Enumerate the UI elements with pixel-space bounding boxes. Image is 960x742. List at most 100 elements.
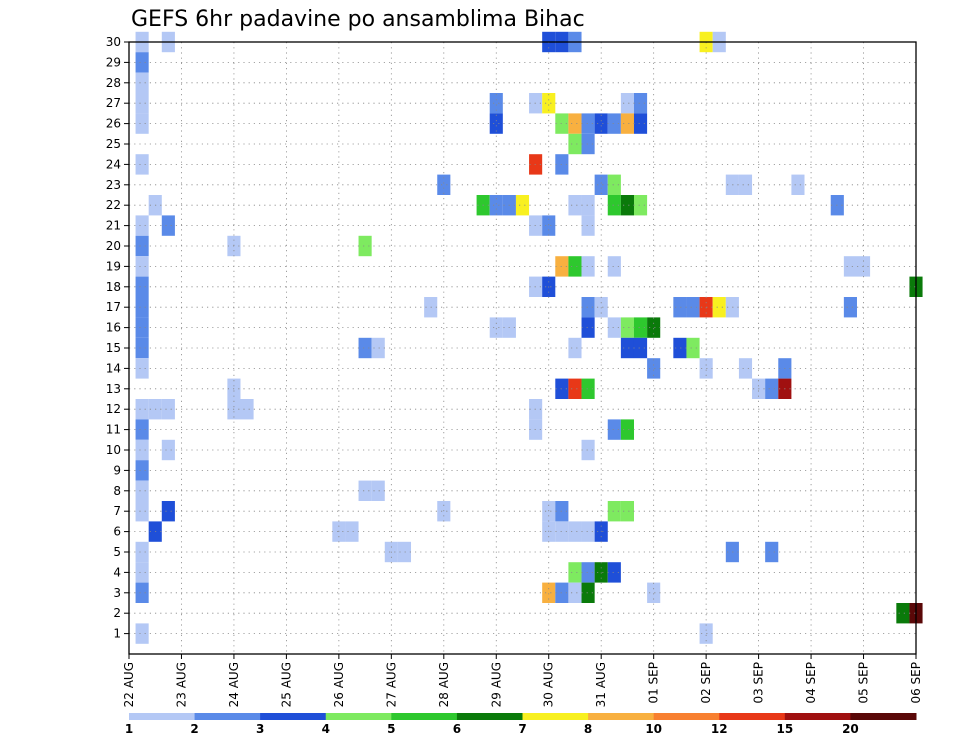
- heatmap-cell: [673, 297, 687, 318]
- x-tick-label: 01 SEP: [647, 662, 661, 704]
- heatmap-cell: [633, 337, 648, 359]
- heatmap-cell: [135, 256, 149, 277]
- heatmap-cell: [896, 603, 910, 624]
- y-tick-label: 2: [113, 606, 121, 620]
- heatmap-cell: [620, 93, 634, 114]
- heatmap-cell: [135, 460, 149, 481]
- heatmap-cell: [135, 297, 149, 318]
- heatmap-cell: [607, 419, 621, 440]
- colorbar-swatch: [784, 713, 851, 720]
- heatmap-cell: [135, 235, 149, 257]
- heatmap-cell: [135, 52, 149, 73]
- heatmap-cell: [607, 501, 621, 522]
- colorbar-label: 15: [776, 722, 793, 736]
- heatmap-cell: [135, 623, 149, 644]
- colorbar-swatch: [194, 713, 261, 720]
- colorbar-label: 7: [518, 722, 526, 736]
- y-tick-label: 20: [106, 239, 121, 253]
- heatmap-cell: [607, 113, 621, 134]
- heatmap-cell: [581, 113, 595, 134]
- heatmap-cell: [607, 562, 621, 583]
- y-tick-label: 30: [106, 35, 121, 49]
- y-axis: 1234567891011121314151617181920212223242…: [106, 35, 129, 641]
- heatmap-cell: [135, 562, 149, 583]
- heatmap-cell: [135, 113, 149, 134]
- heatmap-cell: [620, 501, 634, 522]
- heatmap-cell: [843, 297, 857, 318]
- colorbar-swatch: [850, 713, 917, 720]
- heatmap-cell: [738, 358, 753, 379]
- heatmap-cell: [135, 582, 149, 603]
- data-cells: [135, 31, 923, 644]
- heatmap-cell: [358, 337, 372, 359]
- heatmap-cell: [358, 235, 372, 257]
- heatmap-cell: [135, 72, 149, 93]
- y-tick-label: 24: [106, 157, 121, 171]
- x-tick-label: 23 AUG: [174, 662, 188, 707]
- heatmap-cell: [568, 256, 582, 277]
- heatmap-cell: [135, 480, 149, 501]
- heatmap-cell: [633, 317, 648, 338]
- heatmap-cell: [489, 113, 503, 134]
- heatmap-cell: [581, 133, 595, 155]
- y-tick-label: 29: [106, 55, 121, 69]
- heatmap-cell: [515, 195, 530, 216]
- heatmap-cell: [135, 215, 149, 236]
- heatmap-cell: [135, 419, 149, 440]
- heatmap-cell: [699, 358, 713, 379]
- y-tick-label: 6: [113, 525, 121, 539]
- heatmap-cell: [581, 317, 595, 338]
- y-tick-label: 23: [106, 178, 121, 192]
- y-tick-label: 15: [106, 341, 121, 355]
- heatmap-cell: [765, 541, 779, 563]
- y-tick-label: 16: [106, 321, 121, 335]
- heatmap-cell: [135, 276, 149, 297]
- colorbar-label: 1: [125, 722, 133, 736]
- y-tick-label: 18: [106, 280, 121, 294]
- heatmap-cell: [489, 195, 503, 216]
- colorbar-swatch: [719, 713, 786, 720]
- y-tick-label: 9: [113, 463, 121, 477]
- y-tick-label: 12: [106, 402, 121, 416]
- heatmap-cell: [397, 541, 412, 563]
- heatmap-cell: [791, 174, 805, 195]
- heatmap-cell: [686, 297, 700, 318]
- y-tick-label: 21: [106, 219, 121, 233]
- heatmap-cell: [607, 195, 621, 216]
- heatmap-cell: [555, 501, 569, 522]
- heatmap-cell: [345, 521, 359, 542]
- heatmap-cell: [647, 582, 661, 603]
- heatmap-cell: [371, 337, 385, 359]
- heatmap-cell: [765, 378, 779, 399]
- heatmap-cell: [568, 133, 582, 155]
- heatmap-cell: [581, 256, 595, 277]
- heatmap-cell: [161, 501, 175, 522]
- heatmap-cell: [699, 623, 713, 644]
- colorbar-label: 5: [387, 722, 395, 736]
- y-tick-label: 19: [106, 259, 121, 273]
- heatmap-cell: [581, 215, 595, 236]
- heatmap-cell: [581, 439, 595, 461]
- heatmap-cell: [135, 541, 149, 563]
- grid-lines: [129, 42, 916, 654]
- heatmap-cell: [568, 337, 582, 359]
- heatmap-cell: [542, 93, 556, 114]
- heatmap-cell: [594, 113, 608, 134]
- heatmap-cell: [620, 113, 634, 134]
- heatmap-cell: [568, 562, 582, 583]
- colorbar-label: 8: [584, 722, 592, 736]
- heatmap-cell: [489, 93, 503, 114]
- heatmap-cell: [568, 582, 582, 603]
- heatmap-cell: [620, 195, 634, 216]
- colorbar: 1 2 3 4 5 6 7 8 10 12 15 20: [125, 713, 917, 736]
- heatmap-cell: [240, 399, 254, 420]
- heatmap-cell: [135, 439, 149, 461]
- x-tick-label: 24 AUG: [227, 662, 241, 707]
- colorbar-swatch: [129, 713, 196, 720]
- x-tick-label: 02 SEP: [699, 662, 713, 704]
- x-tick-label: 28 AUG: [437, 662, 451, 707]
- colorbar-label: 4: [322, 722, 330, 736]
- colorbar-swatch: [260, 713, 327, 720]
- x-tick-label: 22 AUG: [122, 662, 136, 707]
